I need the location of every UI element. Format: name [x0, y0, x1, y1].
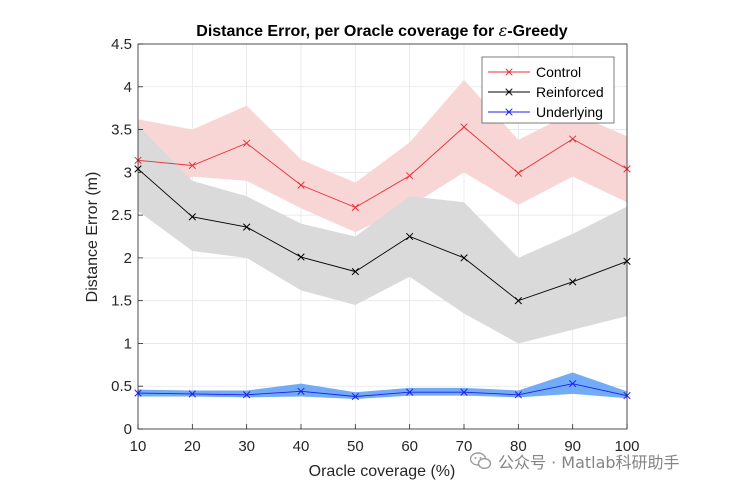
control-confidence-band	[138, 79, 627, 233]
underlying-data-point	[514, 391, 522, 399]
y-tick-label: 1	[124, 335, 132, 352]
control-data-point	[188, 161, 196, 170]
control-data-point	[460, 123, 468, 131]
underlying-data-point	[243, 391, 251, 399]
legend-label-control: Control	[536, 64, 581, 80]
x-tick-label: 20	[184, 438, 201, 455]
y-tick-label: 4.5	[111, 36, 132, 53]
underlying-data-point	[569, 380, 577, 388]
chart-title-prefix: Distance Error, per Oracle coverage for	[196, 23, 498, 40]
y-tick-label: 3.5	[111, 122, 132, 139]
y-tick-label: 1.5	[111, 293, 132, 310]
legend-entry-reinforced: Reinforced	[488, 84, 604, 100]
y-tick-label: 0.5	[111, 378, 132, 395]
x-tick-label: 60	[401, 438, 418, 455]
y-tick-label: 3	[124, 164, 132, 181]
control-data-point	[351, 203, 359, 212]
legend-marker-control	[505, 68, 513, 76]
y-tick-label: 0	[124, 421, 132, 438]
reinforced-data-point	[188, 213, 196, 221]
y-tick-label: 4	[124, 79, 132, 96]
reinforced-data-point	[406, 232, 414, 241]
legend-items: Control Reinforced Underlying	[488, 64, 604, 120]
legend: Control Reinforced Underlying	[481, 56, 615, 124]
control-data-point	[514, 169, 522, 177]
legend-entry-control: Control	[488, 64, 581, 80]
control-data-point	[243, 139, 251, 147]
underlying-data-point	[460, 388, 468, 396]
reinforced-confidence-band	[138, 125, 627, 344]
legend-marker-reinforced	[505, 88, 513, 96]
plot-area-frame	[137, 43, 628, 430]
x-tick-label: 40	[293, 438, 310, 455]
reinforced-data-point	[243, 223, 251, 231]
reinforced-data-point	[460, 254, 468, 262]
control-data-point	[297, 181, 305, 189]
reinforced-data-point	[514, 297, 522, 305]
x-tick-label: 90	[564, 438, 581, 455]
chart-title: Distance Error, per Oracle coverage for …	[196, 21, 568, 40]
legend-label-reinforced: Reinforced	[536, 84, 604, 100]
underlying-data-point	[406, 388, 414, 396]
underlying-data-point	[351, 392, 359, 401]
x-axis-label: Oracle coverage (%)	[309, 463, 456, 480]
chart-title-symbol: ε	[499, 21, 508, 40]
y-tick-label: 2	[124, 250, 132, 267]
y-axis-label: Distance Error (m)	[84, 172, 101, 303]
x-tick-label: 100	[614, 438, 639, 455]
control-data-point	[406, 172, 414, 180]
x-tick-label: 50	[347, 438, 364, 455]
reinforced-series-line	[137, 168, 628, 302]
x-tick-label: 80	[510, 438, 527, 455]
legend-marker-underlying	[505, 108, 513, 116]
reinforced-data-point	[351, 267, 359, 276]
y-tick-label: 2.5	[111, 207, 132, 224]
chart-title-suffix: -Greedy	[507, 23, 568, 40]
underlying-confidence-band	[138, 372, 627, 400]
confidence-bands	[138, 79, 627, 400]
wechat-icon	[469, 452, 492, 470]
reinforced-data-point	[569, 278, 577, 286]
watermark: 公众号 · Matlab科研助手	[469, 448, 740, 474]
legend-label-underlying: Underlying	[536, 104, 603, 120]
underlying-data-point	[297, 387, 305, 396]
x-tick-label: 70	[456, 438, 473, 455]
control-data-point	[569, 135, 577, 143]
control-series-line	[137, 126, 628, 208]
underlying-series-line	[137, 383, 628, 397]
watermark-text: 公众号 · Matlab科研助手	[498, 453, 680, 472]
reinforced-data-point	[297, 253, 305, 261]
x-tick-label: 10	[130, 438, 147, 455]
underlying-data-point	[188, 390, 196, 398]
x-tick-label: 30	[238, 438, 255, 455]
series-lines	[134, 123, 631, 401]
legend-entry-underlying: Underlying	[488, 104, 603, 120]
axis-ticks: 10 20 30 40 50 60 70 80 90 100 0 0.5 1 1.5 2 2.5 3 3.5 4 4.…	[111, 36, 639, 455]
